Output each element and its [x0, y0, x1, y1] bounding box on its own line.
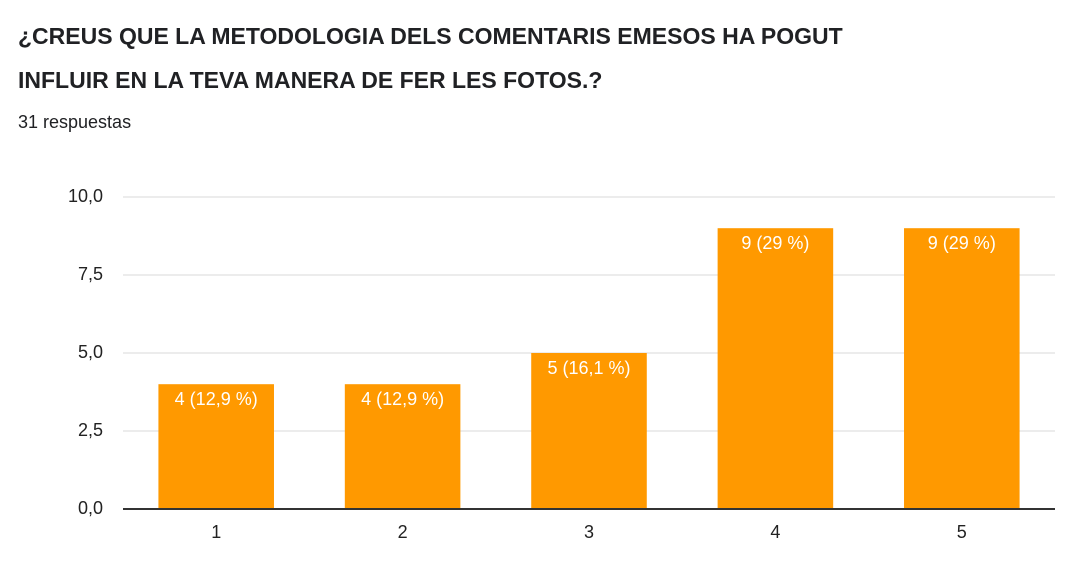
y-tick-label: 5,0 — [78, 342, 103, 362]
bar — [531, 353, 647, 509]
x-tick-label: 1 — [211, 522, 221, 542]
chart-title: ¿CREUS QUE LA METODOLOGIA DELS COMENTARI… — [18, 23, 843, 93]
x-tick-label: 4 — [770, 522, 780, 542]
x-tick-label: 3 — [584, 522, 594, 542]
x-tick-label: 5 — [957, 522, 967, 542]
bar — [717, 228, 834, 509]
y-tick-label: 10,0 — [68, 186, 103, 206]
y-tick-label: 0,0 — [78, 498, 103, 518]
bar — [344, 384, 461, 509]
data-label: 9 (29 %) — [741, 233, 809, 253]
data-label: 4 (12,9 %) — [175, 389, 258, 409]
data-label: 9 (29 %) — [928, 233, 996, 253]
x-tick-label: 2 — [398, 522, 408, 542]
data-label: 4 (12,9 %) — [361, 389, 444, 409]
bar — [904, 228, 1020, 509]
data-label: 5 (16,1 %) — [547, 358, 630, 378]
y-tick-label: 7,5 — [78, 264, 103, 284]
y-tick-label: 2,5 — [78, 420, 103, 440]
chart-subtitle: 31 respuestas — [18, 112, 132, 132]
bar — [158, 384, 274, 509]
